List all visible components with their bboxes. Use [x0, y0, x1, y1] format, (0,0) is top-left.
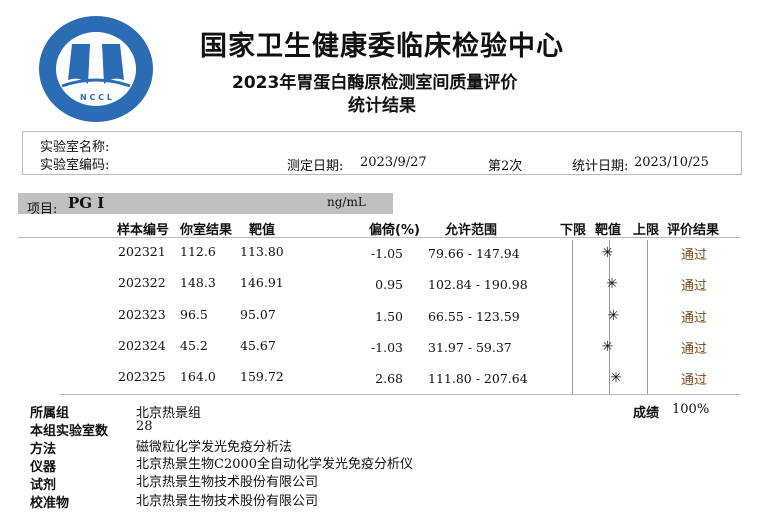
bias-marker-icon: ✳: [601, 245, 614, 261]
col-eval: 评价结果: [667, 223, 720, 238]
bias-marker-icon: ✳: [601, 338, 614, 355]
item-name: PG I: [68, 194, 105, 212]
group-label: 所属组: [30, 406, 70, 421]
col-bias: 偏倚(%): [369, 223, 420, 238]
stat-date-label: 统计日期:: [572, 159, 629, 174]
col-sample: 样本编号: [117, 223, 170, 238]
sample-id: 202325: [118, 369, 166, 385]
allowed-range: 111.80 - 207.64: [428, 371, 528, 387]
your-result: 45.2: [180, 337, 208, 353]
test-date: 2023/9/27: [360, 155, 427, 170]
target-value: 113.80: [240, 244, 284, 259]
calibrator: 北京热景生物技术股份有限公司: [136, 494, 319, 509]
org-title: 国家卫生健康委临床检验中心: [200, 31, 564, 62]
lower-limit-line: [572, 240, 573, 394]
your-result: 148.3: [180, 275, 216, 291]
table-bottom-divider: [60, 394, 740, 395]
evaluation: 通过: [681, 279, 708, 295]
svg-text:N C C L: N C C L: [80, 93, 112, 102]
group: 北京热景组: [136, 406, 202, 421]
bias-marker-icon: ✳: [607, 307, 620, 324]
bias: 1.50: [375, 308, 403, 324]
evaluation: 通过: [681, 341, 708, 357]
instrument: 北京热景生物C2000全自动化学发光免疫分析仪: [136, 457, 414, 472]
item-label: 项目:: [27, 202, 58, 217]
col-lower: 下限: [560, 223, 587, 238]
bias: 0.95: [375, 277, 403, 293]
col-result: 你室结果: [180, 223, 233, 238]
lab-code-label: 实验室编码:: [40, 158, 110, 173]
stat-date: 2023/10/25: [634, 155, 709, 170]
col-range: 允许范围: [445, 223, 498, 238]
reagent-label: 试剂: [30, 478, 57, 493]
allowed-range: 79.66 - 147.94: [428, 246, 520, 261]
calibrator-label: 校准物: [30, 496, 70, 511]
sample-id: 202321: [118, 244, 166, 259]
item-bar: [18, 193, 393, 214]
report-title: 2023年胃蛋白酶原检测室间质量评价: [232, 73, 518, 93]
round: 第2次: [488, 159, 523, 174]
sample-id: 202324: [118, 337, 166, 353]
target-value: 146.91: [240, 275, 284, 291]
allowed-range: 31.97 - 59.37: [428, 339, 512, 355]
lab-info-box: [22, 131, 742, 175]
score: 100%: [672, 402, 710, 417]
upper-limit-line: [647, 240, 648, 394]
nccl-logo: N C C L: [39, 16, 153, 122]
target-line: [609, 240, 610, 394]
evaluation: 通过: [681, 248, 708, 263]
report-subtitle: 统计结果: [348, 96, 416, 116]
your-result: 96.5: [180, 306, 208, 322]
col-target: 靶值: [249, 223, 276, 238]
col-upper: 上限: [633, 223, 660, 238]
method: 磁微粒化学发光免疫分析法: [136, 440, 293, 455]
lab-name-label: 实验室名称:: [40, 140, 110, 155]
your-result: 112.6: [180, 244, 216, 259]
item-unit: ng/mL: [327, 195, 366, 209]
allowed-range: 66.55 - 123.59: [428, 308, 520, 324]
reagent: 北京热景生物技术股份有限公司: [136, 475, 319, 490]
col-target2: 靶值: [595, 223, 622, 238]
count: 28: [136, 419, 153, 434]
bias-marker-icon: ✳: [606, 276, 618, 293]
bias: -1.03: [370, 339, 403, 355]
score-label: 成绩: [633, 406, 660, 421]
method-label: 方法: [30, 442, 57, 457]
bias-marker-icon: ✳: [610, 370, 622, 387]
your-result: 164.0: [180, 369, 216, 385]
header-divider: [18, 237, 740, 238]
target-value: 45.67: [240, 337, 276, 353]
count-label: 本组实验室数: [30, 424, 109, 439]
evaluation: 通过: [681, 310, 708, 326]
allowed-range: 102.84 - 190.98: [428, 277, 528, 293]
target-value: 95.07: [240, 306, 276, 322]
sample-id: 202323: [118, 306, 166, 322]
sample-id: 202322: [118, 275, 166, 291]
bias: 2.68: [375, 371, 403, 387]
bias: -1.05: [370, 246, 403, 261]
test-date-label: 测定日期:: [287, 159, 344, 174]
instrument-label: 仪器: [30, 460, 57, 475]
target-value: 159.72: [240, 369, 284, 385]
evaluation: 通过: [681, 373, 708, 389]
